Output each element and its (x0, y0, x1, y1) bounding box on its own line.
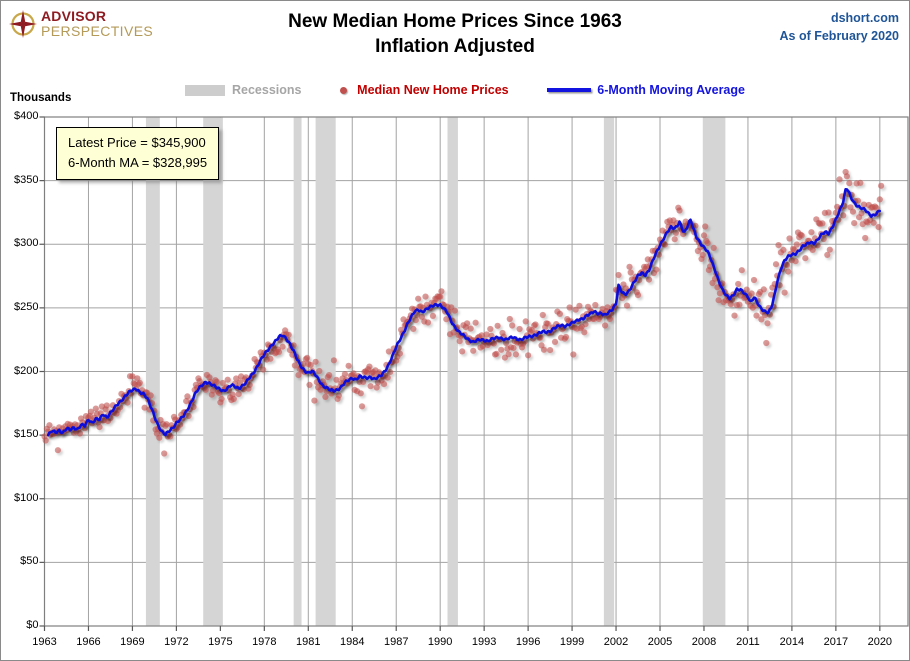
x-tick-label: 1966 (76, 636, 101, 648)
y-tick-label: $250 (14, 300, 39, 313)
recession-band (145, 117, 160, 626)
legend-label-median-prices: Median New Home Prices (357, 83, 509, 97)
as-of-date: As of February 2020 (779, 29, 900, 44)
x-tick-label: 2014 (779, 636, 805, 648)
recession-swatch-icon (185, 84, 225, 96)
x-tick-label: 1963 (32, 636, 57, 648)
logo-line1: ADVISOR (41, 8, 107, 24)
plot-frame (39, 116, 909, 631)
latest-price-dot (878, 182, 885, 189)
x-tick-label: 1993 (471, 636, 497, 648)
title-line1: New Median Home Prices Since 1963 (288, 11, 622, 32)
recession-band (293, 117, 302, 626)
y-tick-label: $0 (26, 619, 39, 631)
legend-item-median-prices: Median New Home Prices (340, 83, 509, 97)
scatter-dot-swatch-icon (340, 86, 348, 94)
compass-rose-icon (9, 10, 37, 38)
recession-band (603, 117, 615, 626)
latest-values-callout: Latest Price = $345,900 6-Month MA = $32… (56, 127, 220, 181)
chart-title: New Median Home Prices Since 1963 Inflat… (155, 10, 755, 59)
y-tick-label: $300 (14, 237, 39, 250)
legend-item-moving-average: 6-Month Moving Average (547, 83, 745, 97)
moving-average-line (46, 188, 882, 437)
recession-band (702, 117, 726, 626)
callout-latest-price: Latest Price = $345,900 (68, 135, 206, 150)
y-tick-label: $400 (14, 110, 39, 122)
recession-band (203, 117, 223, 626)
y-tick-label: $50 (20, 555, 39, 568)
source-block: dshort.com As of February 2020 (780, 9, 900, 45)
x-tick-label: 1999 (559, 636, 585, 648)
median-price-dots (41, 168, 885, 457)
gridlines (44, 116, 908, 626)
recession-band (447, 117, 458, 626)
logo-line2: PERSPECTIVES (41, 23, 154, 39)
callout-latest-ma: 6-Month MA = $328,995 (68, 155, 208, 171)
x-tick-label: 1981 (296, 636, 321, 648)
y-tick-label: $200 (14, 364, 39, 377)
title-line2: Inflation Adjusted (375, 35, 535, 57)
x-tick-label: 1972 (164, 636, 189, 648)
y-tick-label: $100 (14, 491, 39, 504)
x-tick-label: 1996 (515, 636, 541, 648)
line-swatch-icon (547, 88, 592, 92)
x-tick-label: 1990 (427, 636, 453, 648)
legend-item-recessions: Recessions (185, 83, 301, 97)
x-tick-label: 2002 (603, 636, 629, 648)
advisor-perspectives-logo: ADVISOR PERSPECTIVES (8, 9, 153, 39)
y-tick-label: $150 (14, 428, 39, 441)
x-tick-label: 2008 (691, 636, 717, 648)
x-tick-label: 1984 (340, 636, 365, 648)
x-tick-label: 1975 (208, 636, 233, 648)
x-tick-label: 2011 (736, 636, 760, 648)
y-tick-label: $350 (14, 173, 39, 186)
source-site: dshort.com (830, 11, 899, 25)
recession-band (315, 117, 336, 626)
x-tick-label: 1978 (252, 636, 277, 648)
legend-label-recessions: Recessions (232, 83, 302, 97)
x-tick-label: 2017 (823, 636, 849, 648)
legend-label-moving-average: 6-Month Moving Average (597, 83, 745, 97)
legend: Recessions Median New Home Prices 6-Mont… (185, 83, 745, 97)
x-tick-label: 1969 (120, 636, 145, 648)
x-tick-label: 2020 (867, 636, 893, 648)
x-tick-label: 1987 (383, 636, 409, 648)
x-tick-label: 2005 (647, 636, 673, 648)
y-axis-unit-label: Thousands (10, 92, 72, 104)
